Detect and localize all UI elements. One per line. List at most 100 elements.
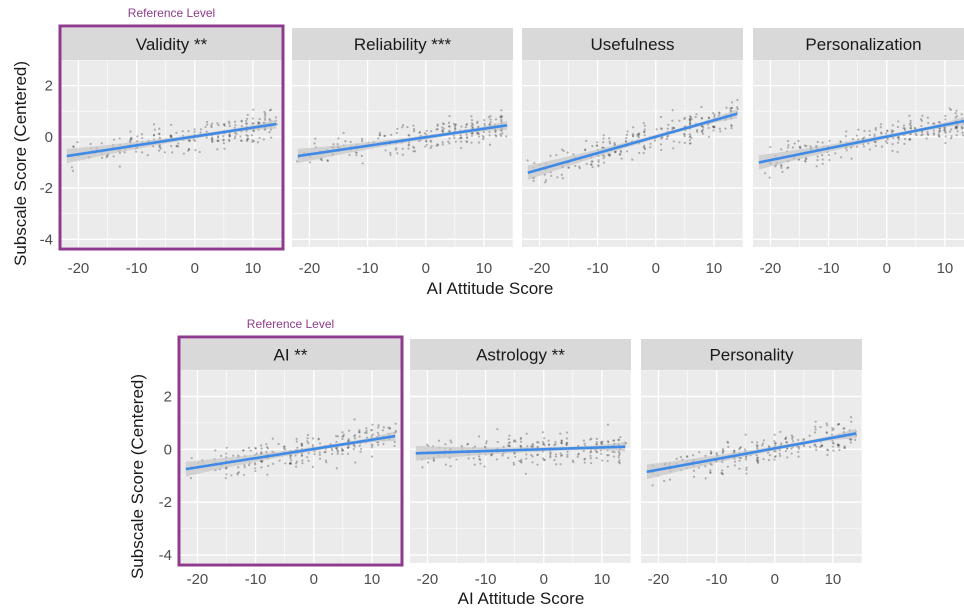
scatter-point — [726, 465, 729, 468]
scatter-point — [239, 135, 242, 138]
scatter-point — [288, 462, 292, 465]
scatter-point — [618, 453, 621, 457]
scatter-point — [663, 479, 666, 483]
scatter-point — [583, 461, 586, 464]
scatter-point — [547, 443, 551, 446]
scatter-point — [294, 454, 297, 457]
scatter-point — [802, 445, 806, 448]
plot-area — [522, 60, 743, 247]
scatter-point — [264, 118, 267, 121]
scatter-point — [72, 145, 75, 149]
scatter-point — [318, 442, 322, 445]
scatter-point — [336, 435, 340, 438]
scatter-point — [500, 109, 503, 112]
scatter-point — [671, 119, 674, 122]
scatter-point — [618, 452, 621, 455]
x-tick-label: -20 — [529, 260, 551, 277]
scatter-point — [295, 465, 298, 468]
scatter-point — [152, 133, 156, 137]
scatter-point — [429, 139, 432, 142]
scatter-point — [187, 148, 191, 151]
scatter-point — [784, 437, 787, 440]
facet-panel: Personality -20 -10 0 10 — [641, 339, 862, 588]
scatter-point — [838, 448, 841, 451]
scatter-point — [500, 114, 503, 117]
y-tick-label: -2 — [40, 180, 53, 197]
scatter-point — [240, 125, 243, 128]
scatter-point — [709, 450, 713, 453]
scatter-point — [890, 131, 894, 134]
scatter-point — [773, 458, 776, 461]
scatter-point — [251, 122, 254, 125]
scatter-point — [306, 456, 309, 459]
scatter-point — [743, 448, 746, 451]
scatter-point — [632, 135, 635, 138]
scatter-point — [692, 469, 696, 472]
scatter-point — [625, 150, 629, 153]
scatter-point — [429, 140, 433, 143]
scatter-point — [826, 453, 829, 456]
scatter-point — [499, 116, 502, 119]
scatter-point — [264, 114, 267, 117]
scatter-point — [471, 123, 475, 126]
scatter-point — [891, 149, 894, 153]
scatter-point — [222, 135, 225, 138]
scatter-point — [394, 422, 397, 425]
scatter-point — [536, 463, 539, 466]
scatter-point — [365, 429, 368, 432]
scatter-point — [477, 455, 481, 458]
scatter-point — [471, 126, 474, 129]
scatter-point — [547, 439, 550, 442]
scatter-point — [460, 445, 463, 448]
scatter-point — [733, 464, 737, 467]
scatter-point — [868, 148, 871, 151]
scatter-point — [246, 138, 250, 141]
scatter-point — [499, 115, 502, 119]
scatter-point — [618, 153, 621, 156]
scatter-point — [784, 449, 788, 453]
scatter-point — [217, 139, 220, 142]
scatter-point — [536, 453, 540, 456]
fit-line — [527, 112, 738, 174]
scatter-point — [697, 466, 700, 469]
scatter-point — [821, 162, 824, 165]
scatter-point — [531, 461, 534, 464]
scatter-point — [786, 447, 789, 450]
scatter-point — [578, 165, 581, 168]
scatter-point — [821, 444, 824, 447]
scatter-point — [813, 431, 817, 434]
scatter-point — [465, 123, 468, 126]
scatter-point — [560, 441, 563, 444]
scatter-point — [826, 449, 830, 452]
scatter-point — [295, 460, 299, 463]
scatter-point — [678, 119, 681, 122]
scatter-point — [467, 457, 470, 460]
scatter-point — [659, 115, 663, 119]
scatter-point — [721, 449, 725, 452]
scatter-point — [242, 449, 245, 452]
scatter-point — [188, 148, 191, 151]
scatter-point — [353, 445, 356, 448]
scatter-point — [533, 161, 536, 165]
fit-line — [66, 122, 277, 158]
scatter-point — [171, 151, 174, 154]
x-tick-label: 10 — [706, 260, 723, 277]
scatter-point — [216, 122, 219, 125]
scatter-point — [767, 445, 771, 448]
scatter-point — [671, 128, 674, 131]
scatter-point — [698, 451, 701, 454]
scatter-point — [851, 137, 854, 141]
scatter-point — [189, 476, 193, 480]
scatter-point — [767, 459, 771, 462]
scatter-points — [526, 98, 739, 184]
scatter-point — [954, 126, 957, 130]
scatter-point — [192, 138, 195, 141]
scatter-point — [836, 423, 839, 426]
scatter-point — [651, 484, 654, 487]
scatter-point — [263, 116, 267, 119]
scatter-point — [562, 149, 565, 152]
scatter-point — [384, 149, 387, 152]
scatter-point — [729, 107, 732, 110]
scatter-point — [500, 120, 503, 123]
scatter-point — [252, 130, 255, 133]
